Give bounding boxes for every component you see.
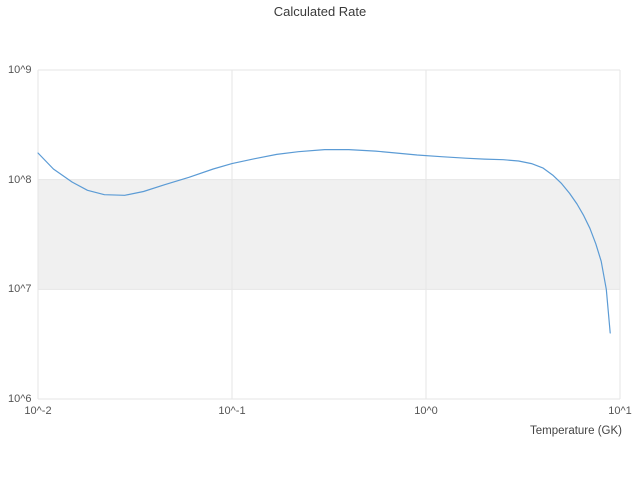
x-tick-label: 10^0 xyxy=(414,405,438,417)
y-tick-label: 10^7 xyxy=(8,283,32,296)
x-axis-title: Temperature (GK) xyxy=(529,425,622,437)
y-tick-label: 10^8 xyxy=(8,173,32,186)
y-tick-label: 10^9 xyxy=(8,64,32,76)
rate-line xyxy=(37,149,611,334)
x-tick-label: 10^1 xyxy=(608,405,632,417)
y-tick-label: 10^6 xyxy=(8,393,32,405)
x-tick-label: 10^-1 xyxy=(218,405,246,417)
chart-title: Calculated Rate xyxy=(273,4,367,19)
decade-band xyxy=(38,179,620,290)
x-tick-label: 10^-2 xyxy=(24,405,52,417)
